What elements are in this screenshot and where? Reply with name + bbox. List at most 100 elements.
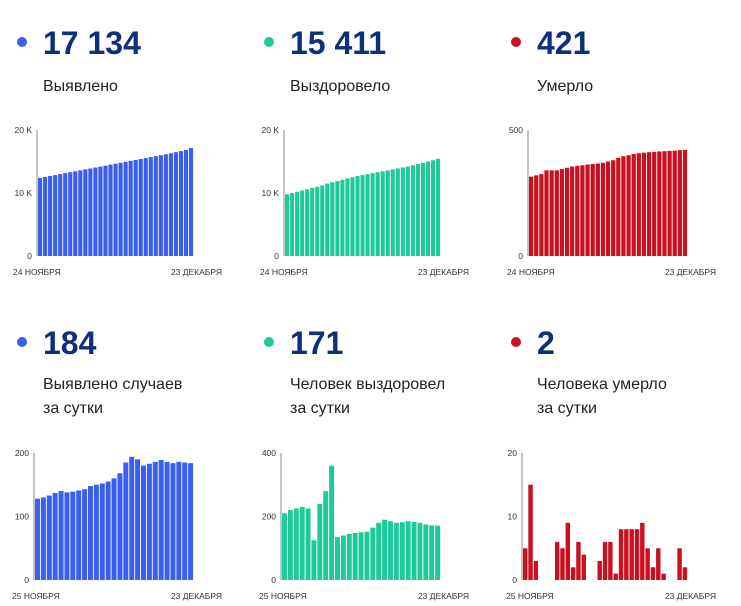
bar — [415, 164, 420, 256]
bar — [425, 161, 431, 256]
bar — [88, 486, 93, 580]
bar — [435, 525, 441, 580]
bar — [358, 532, 364, 580]
bar — [287, 510, 293, 580]
bar — [595, 163, 600, 256]
bar — [575, 165, 580, 256]
legend-dot — [17, 337, 27, 347]
stat-label: Выявлено — [43, 75, 118, 99]
stat-label-line-1: Умерло — [537, 78, 594, 95]
y-tick-label: 10 K — [262, 188, 280, 198]
bar — [661, 573, 666, 580]
bar — [123, 462, 129, 580]
bar — [63, 173, 68, 256]
y-tick-label: 10 K — [15, 188, 33, 198]
bar — [48, 175, 53, 256]
bar — [405, 521, 411, 580]
bar-chart: 0 500 24 НОЯБРЯ 23 ДЕКАБРЯ — [507, 125, 716, 277]
bar — [40, 497, 46, 580]
stat-label-line-2: за сутки — [43, 400, 103, 417]
bar — [677, 548, 682, 580]
bar — [618, 529, 624, 580]
bar — [176, 461, 182, 580]
bar — [523, 548, 528, 580]
bar — [645, 548, 650, 580]
bar — [164, 461, 170, 580]
bar — [183, 149, 189, 256]
bar — [43, 176, 48, 256]
stat-label: Выявлено случаев за сутки — [43, 373, 182, 421]
bar — [335, 537, 340, 580]
bar — [70, 491, 76, 580]
bar — [646, 152, 652, 256]
bar — [411, 521, 417, 580]
bar — [399, 522, 405, 580]
bar — [146, 463, 152, 580]
bar — [560, 548, 565, 580]
y-tick-label: 20 K — [262, 125, 280, 135]
bar — [360, 175, 365, 256]
bar — [410, 165, 415, 256]
bar — [346, 533, 352, 580]
bar — [141, 465, 146, 580]
bar-chart: 0 10 K 20 K 24 НОЯБРЯ 23 ДЕКАБРЯ — [260, 125, 469, 277]
bar — [576, 541, 581, 580]
bar — [613, 573, 618, 580]
bar — [581, 554, 586, 580]
x-start-label: 25 НОЯБРЯ — [506, 591, 554, 601]
bar — [173, 152, 179, 256]
stat-label-line-1: Выздоровело — [290, 78, 391, 95]
y-tick-label: 0 — [27, 251, 32, 261]
bar — [605, 161, 611, 256]
y-tick-label: 0 — [512, 575, 517, 585]
panel-detected-daily: 184 Выявлено случаев за сутки 0 100 200 25 … — [0, 300, 240, 601]
y-tick-label: 400 — [262, 448, 276, 458]
bar — [677, 150, 682, 256]
bar — [93, 167, 98, 256]
bar — [290, 193, 295, 256]
bar — [370, 173, 375, 256]
bar — [38, 177, 43, 256]
y-tick-label: 0 — [24, 575, 29, 585]
bar — [590, 164, 595, 256]
bar — [375, 172, 380, 256]
bar — [430, 160, 436, 256]
stat-value: 171 — [290, 325, 344, 361]
bar — [350, 177, 355, 256]
panel-recovered-total: 15 411 Выздоровело 0 10 K 20 K 24 НОЯБРЯ 23 … — [247, 0, 487, 300]
bar — [435, 158, 441, 256]
bar — [423, 524, 429, 580]
bar — [311, 540, 317, 580]
x-end-label: 23 ДЕКАБРЯ — [418, 267, 469, 277]
bar — [188, 148, 194, 256]
bar — [320, 185, 325, 256]
x-start-label: 24 НОЯБРЯ — [507, 267, 555, 277]
bar — [345, 178, 350, 256]
stat-label-line-2: за сутки — [290, 400, 350, 417]
bar — [293, 508, 299, 580]
bar — [656, 548, 661, 580]
bar — [597, 560, 602, 580]
bar — [323, 491, 329, 580]
panel-detected-total: 17 134 Выявлено 0 10 K 20 K 24 НОЯБРЯ 23 ДЕК… — [0, 0, 240, 300]
bar — [624, 529, 629, 580]
bar — [113, 163, 118, 256]
bar — [295, 191, 300, 256]
stat-label: Человек выздоровел за сутки — [290, 373, 445, 421]
bar — [78, 170, 83, 256]
stat-value: 184 — [43, 325, 97, 361]
legend-dot — [511, 37, 521, 47]
bar — [118, 162, 123, 256]
bar-chart: 0 100 200 25 НОЯБРЯ 23 ДЕКАБРЯ — [12, 448, 222, 601]
legend-dot — [17, 37, 27, 47]
bar — [143, 158, 148, 256]
bar — [82, 489, 88, 580]
bar — [616, 157, 621, 256]
bar — [636, 153, 641, 256]
y-tick-label: 500 — [509, 125, 523, 135]
bar — [382, 519, 388, 580]
bar — [330, 182, 335, 256]
bar — [549, 170, 554, 256]
y-tick-label: 0 — [518, 251, 523, 261]
bar — [46, 495, 52, 580]
